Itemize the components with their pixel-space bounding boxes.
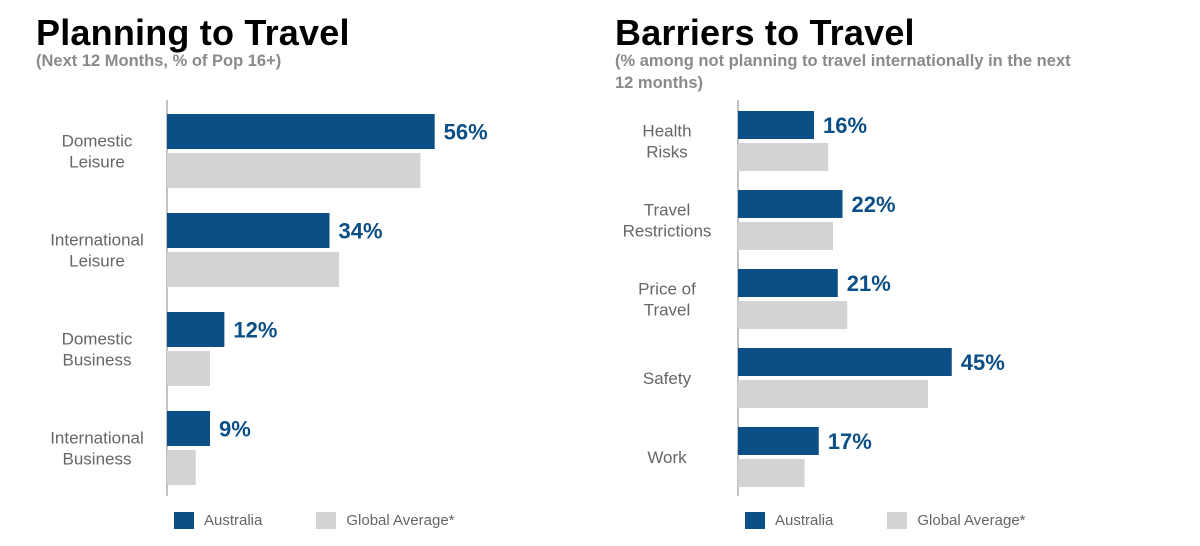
- legend-label-australia: Australia: [775, 512, 834, 529]
- bar-global-average: [738, 143, 829, 171]
- planning-chart-panel: Planning to Travel (Next 12 Months, % of…: [36, 12, 509, 529]
- bar-global-average: [167, 450, 196, 485]
- barriers-chart-subtitle: (% among not planning to travel internat…: [615, 52, 1071, 92]
- legend-swatch-australia: [745, 512, 765, 529]
- value-label: 21%: [847, 271, 891, 296]
- category-label: Business: [63, 351, 132, 370]
- category-label: Business: [63, 450, 132, 469]
- category-label: Price of: [638, 280, 696, 299]
- category-label: International: [50, 231, 144, 250]
- value-label: 17%: [828, 429, 872, 454]
- barriers-chart-panel: Barriers to Travel (% among not planning…: [580, 0, 1200, 546]
- category-label: Restrictions: [623, 222, 712, 241]
- legend-swatch-global: [887, 512, 908, 529]
- barriers-bar-chart: 16% Health Risks 22% Travel Restrictions 21% Pr…: [623, 100, 1005, 496]
- bar-australia: [167, 213, 330, 248]
- category-label: Travel: [644, 301, 691, 320]
- bar-australia: [738, 427, 819, 455]
- category-label: Work: [647, 448, 687, 467]
- bar-global-average: [738, 222, 833, 250]
- barriers-chart-title: Barriers to Travel: [615, 12, 915, 53]
- bar-australia: [167, 114, 435, 149]
- value-label: 9%: [219, 417, 251, 442]
- legend-item-global: Global Average*: [887, 512, 1026, 529]
- planning-chart-subtitle: (Next 12 Months, % of Pop 16+): [36, 52, 282, 70]
- bar-global-average: [738, 301, 848, 329]
- legend-swatch-australia: [174, 512, 194, 529]
- planning-legend: Australia Global Average*: [174, 512, 509, 529]
- legend-swatch-global: [316, 512, 337, 529]
- bar-australia: [738, 190, 843, 218]
- category-label: Travel: [644, 201, 691, 220]
- bar-global-average: [167, 351, 211, 386]
- legend-label-global: Global Average*: [917, 512, 1026, 529]
- value-label: 45%: [961, 350, 1005, 375]
- bar-global-average: [738, 380, 928, 408]
- bar-australia: [738, 269, 838, 297]
- legend-item-australia: Australia: [174, 512, 262, 529]
- legend-item-australia: Australia: [745, 512, 833, 529]
- bar-australia: [167, 411, 211, 446]
- category-label: Domestic: [62, 132, 133, 151]
- category-label: Leisure: [69, 252, 125, 271]
- bar-global-average: [167, 252, 340, 287]
- category-label: International: [50, 429, 144, 448]
- bar-australia: [738, 348, 952, 376]
- category-label: Risks: [646, 143, 688, 162]
- category-label: Health: [642, 122, 691, 141]
- bar-australia: [738, 111, 814, 139]
- value-label: 16%: [823, 113, 867, 138]
- bar-australia: [167, 312, 225, 347]
- value-label: 56%: [444, 120, 488, 145]
- bar-global-average: [167, 153, 421, 188]
- category-label: Domestic: [62, 330, 133, 349]
- bar-global-average: [738, 459, 805, 487]
- legend-label-australia: Australia: [204, 512, 263, 529]
- barriers-legend: Australia Global Average*: [745, 512, 1080, 529]
- category-label: Leisure: [69, 153, 125, 172]
- value-label: 22%: [852, 192, 896, 217]
- value-label: 34%: [339, 219, 383, 244]
- planning-bar-chart: 56% Domestic Leisure 34% International Leisur…: [50, 100, 488, 496]
- legend-label-global: Global Average*: [346, 512, 455, 529]
- legend-item-global: Global Average*: [316, 512, 455, 529]
- planning-chart-title: Planning to Travel: [36, 12, 350, 53]
- value-label: 12%: [233, 318, 277, 343]
- category-label: Safety: [643, 369, 692, 388]
